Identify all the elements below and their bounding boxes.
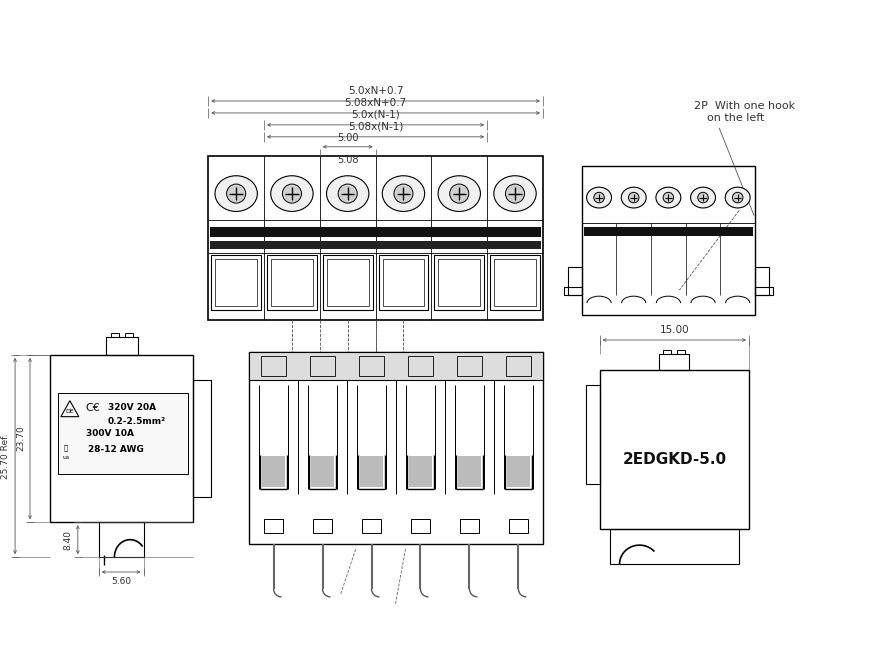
Text: C€: C€ (86, 403, 101, 413)
Bar (494, 259, 536, 306)
Ellipse shape (621, 187, 646, 208)
Text: 28-12 AWG: 28-12 AWG (88, 445, 144, 454)
Text: 5.08xN+0.7: 5.08xN+0.7 (345, 98, 407, 108)
Bar (210, 227, 541, 237)
Text: 5.00: 5.00 (337, 133, 359, 143)
Text: Ⓡ: Ⓡ (64, 445, 68, 451)
Circle shape (629, 192, 639, 203)
Bar (311, 456, 334, 487)
Ellipse shape (382, 176, 424, 212)
Bar (50, 355, 193, 522)
Text: DE: DE (66, 409, 75, 414)
Bar (267, 255, 317, 310)
Text: 8.40: 8.40 (64, 530, 73, 550)
Bar (564, 287, 581, 295)
Ellipse shape (326, 176, 369, 212)
Bar (408, 356, 432, 376)
Bar (438, 259, 480, 306)
Text: 0.2-2.5mm²: 0.2-2.5mm² (108, 417, 166, 425)
Bar (261, 356, 286, 376)
Text: 5.08x(N-1): 5.08x(N-1) (348, 122, 403, 132)
Bar (567, 267, 581, 295)
Text: 2P  With one hook: 2P With one hook (695, 101, 795, 111)
Bar (382, 259, 424, 306)
Text: on the left: on the left (707, 113, 765, 123)
Bar (125, 333, 132, 337)
Circle shape (594, 192, 604, 203)
Bar (323, 255, 373, 310)
Bar (210, 241, 541, 249)
Bar (755, 287, 773, 295)
Bar (460, 519, 479, 533)
Bar (215, 259, 257, 306)
Text: 5.60: 5.60 (111, 577, 132, 586)
Ellipse shape (494, 176, 536, 212)
Ellipse shape (690, 187, 716, 208)
Bar (458, 456, 481, 487)
Bar (660, 354, 689, 370)
Bar (409, 456, 432, 487)
Circle shape (282, 184, 302, 203)
Bar (755, 267, 769, 295)
Bar (99, 522, 144, 557)
Bar (581, 166, 755, 315)
Bar (509, 519, 528, 533)
Bar (271, 259, 313, 306)
Bar (506, 356, 531, 376)
Circle shape (226, 184, 246, 203)
Ellipse shape (656, 187, 681, 208)
Text: 5.08: 5.08 (337, 155, 359, 165)
Bar (262, 456, 285, 487)
Circle shape (732, 192, 743, 203)
Bar (208, 156, 543, 320)
Circle shape (394, 184, 413, 203)
Text: 2EDGKD-5.0: 2EDGKD-5.0 (623, 452, 726, 467)
Text: us: us (62, 454, 69, 460)
Text: 15.00: 15.00 (660, 325, 689, 335)
Bar (677, 350, 685, 354)
Ellipse shape (587, 187, 611, 208)
Ellipse shape (271, 176, 313, 212)
Bar (600, 370, 749, 529)
Bar (193, 380, 211, 497)
Bar (586, 385, 600, 485)
Bar (610, 529, 739, 564)
Bar (507, 456, 530, 487)
Bar (584, 227, 753, 237)
Ellipse shape (215, 176, 257, 212)
Circle shape (698, 192, 709, 203)
Bar (264, 519, 283, 533)
Bar (249, 352, 543, 380)
Circle shape (505, 184, 524, 203)
Bar (211, 255, 261, 310)
Bar (313, 519, 332, 533)
Bar (58, 392, 189, 474)
Bar (106, 337, 138, 355)
Text: 25.70 Ref.: 25.70 Ref. (1, 433, 11, 479)
Bar (379, 255, 428, 310)
Text: 23.70: 23.70 (16, 425, 25, 452)
Bar (249, 352, 543, 544)
Text: 5.0x(N-1): 5.0x(N-1) (351, 110, 400, 120)
Circle shape (339, 184, 357, 203)
Text: 5.0xN+0.7: 5.0xN+0.7 (348, 86, 403, 96)
Bar (361, 519, 381, 533)
Bar (410, 519, 431, 533)
Bar (360, 356, 384, 376)
Bar (434, 255, 484, 310)
Bar (663, 350, 672, 354)
Circle shape (450, 184, 469, 203)
Bar (327, 259, 368, 306)
Circle shape (663, 192, 674, 203)
Text: 300V 10A: 300V 10A (86, 429, 134, 437)
Ellipse shape (438, 176, 481, 212)
Bar (310, 356, 335, 376)
Bar (111, 333, 118, 337)
Bar (490, 255, 540, 310)
Bar (457, 356, 481, 376)
Bar (360, 456, 383, 487)
Text: 320V 20A: 320V 20A (108, 403, 156, 412)
Ellipse shape (725, 187, 750, 208)
